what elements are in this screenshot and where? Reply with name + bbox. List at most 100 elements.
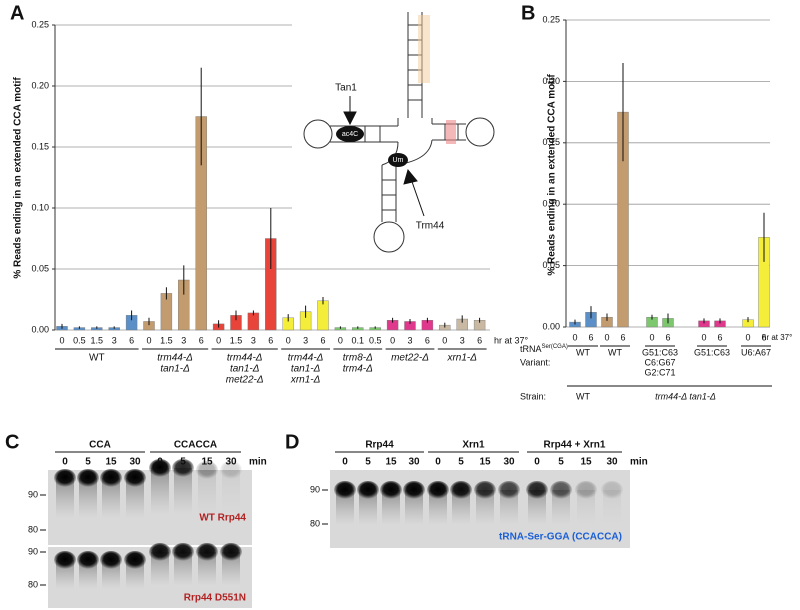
x-axis-label: hr at 37° — [762, 333, 792, 342]
group-label: met22-Δ — [391, 353, 429, 364]
time-label: 5 — [458, 457, 464, 468]
variant-label: C6:G67 — [644, 357, 675, 367]
d-loop — [303, 119, 333, 149]
y-tick-label: 0.10 — [31, 202, 49, 212]
x-axis-label: hr at 37° — [494, 335, 529, 345]
x-tick-label: 6 — [588, 332, 593, 342]
time-label: 30 — [129, 457, 141, 468]
band — [100, 469, 122, 487]
group-label: tan1-Δ — [230, 364, 260, 375]
variant-label: G51:C63 — [694, 347, 730, 357]
band — [77, 469, 99, 487]
enzyme-label: Trm44 — [416, 221, 445, 232]
modification-label: Um — [393, 157, 404, 164]
x-tick-label: 6 — [320, 335, 325, 345]
time-label: 15 — [385, 457, 397, 468]
time-unit: min — [249, 457, 267, 468]
x-tick-label: 0 — [338, 335, 343, 345]
variant-label: G2:C71 — [644, 367, 675, 377]
x-tick-label: 3 — [112, 335, 117, 345]
band — [54, 469, 76, 487]
group-label: WT — [89, 353, 105, 364]
y-tick-label: 0.25 — [542, 14, 560, 24]
smear — [452, 490, 470, 525]
smear — [429, 490, 447, 525]
size-marker: 90 — [28, 489, 38, 499]
strain-label: WT — [576, 391, 590, 401]
group-label: xrn1-Δ — [446, 353, 477, 364]
x-tick-label: 6 — [268, 335, 273, 345]
band — [149, 459, 171, 477]
x-tick-label: 6 — [717, 332, 722, 342]
band — [474, 481, 496, 499]
smear — [359, 490, 377, 525]
group-label: CCACCA — [174, 440, 217, 451]
smear — [151, 468, 169, 515]
time-label: 30 — [503, 457, 515, 468]
time-label: 15 — [580, 457, 592, 468]
variant-label: G51:C63 — [642, 347, 678, 357]
y-tick-label: 0.05 — [31, 263, 49, 273]
x-tick-label: 0 — [390, 335, 395, 345]
smear — [382, 490, 400, 525]
bar — [317, 300, 329, 331]
anticodon-stem — [381, 165, 397, 222]
size-marker: 80 — [28, 579, 38, 589]
y-tick-label: 0.15 — [542, 137, 560, 147]
smear — [102, 478, 120, 519]
smear — [198, 470, 216, 515]
enzyme-label: Tan1 — [335, 83, 357, 94]
x-tick-label: 3 — [181, 335, 186, 345]
band — [124, 469, 146, 487]
band — [172, 459, 194, 477]
smear — [56, 478, 74, 519]
smear — [476, 490, 494, 525]
time-label: 0 — [62, 457, 68, 468]
x-tick-label: 3 — [460, 335, 465, 345]
y-tick-label: 0.00 — [31, 324, 49, 334]
x-tick-label: 3 — [303, 335, 308, 345]
time-label: 5 — [85, 457, 91, 468]
x-tick-label: 1.5 — [230, 335, 243, 345]
x-tick-label: 6 — [129, 335, 134, 345]
x-tick-label: 0 — [286, 335, 291, 345]
y-tick-label: 0.05 — [542, 260, 560, 270]
variant-label: U6:A67 — [741, 347, 771, 357]
group-label: xrn1-Δ — [290, 375, 321, 386]
smear — [336, 490, 354, 525]
overlay: % Reads ending in an extended CCA motif A… — [5, 2, 792, 608]
smear — [222, 552, 240, 586]
x-tick-label: 1.5 — [91, 335, 104, 345]
panel-label: A — [10, 2, 24, 24]
arrow — [343, 96, 357, 126]
row-label: Strain: — [520, 391, 546, 401]
diagram-bg — [292, 0, 502, 262]
group-label: Rrp44 — [365, 440, 394, 451]
modification-label: ac4C — [342, 131, 358, 138]
row-label: Variant: — [520, 357, 550, 367]
time-label: 5 — [365, 457, 371, 468]
x-tick-label: 0 — [701, 332, 706, 342]
x-tick-label: 6 — [425, 335, 430, 345]
time-label: 15 — [479, 457, 491, 468]
x-tick-label: 3 — [251, 335, 256, 345]
ac4c-mark — [336, 126, 364, 142]
highlight — [446, 120, 456, 144]
band — [172, 543, 194, 561]
x-tick-label: 0.5 — [73, 335, 86, 345]
trna-diagram: ac4C Um Tan1 Trm44 — [292, 0, 502, 262]
smear — [500, 490, 518, 525]
y-tick-label: 0.10 — [542, 199, 560, 209]
x-tick-label: 1.5 — [160, 335, 173, 345]
x-tick-label: 0 — [59, 335, 64, 345]
x-tick-label: 0 — [442, 335, 447, 345]
size-marker: 90 — [310, 484, 320, 494]
group-label: Rrp44 + Xrn1 — [544, 440, 606, 451]
band — [498, 481, 520, 499]
band — [100, 551, 122, 569]
d-stem — [330, 125, 398, 143]
band — [427, 481, 449, 499]
t-loop — [465, 117, 495, 147]
trna-sup: Ser(CGA) — [542, 344, 568, 350]
